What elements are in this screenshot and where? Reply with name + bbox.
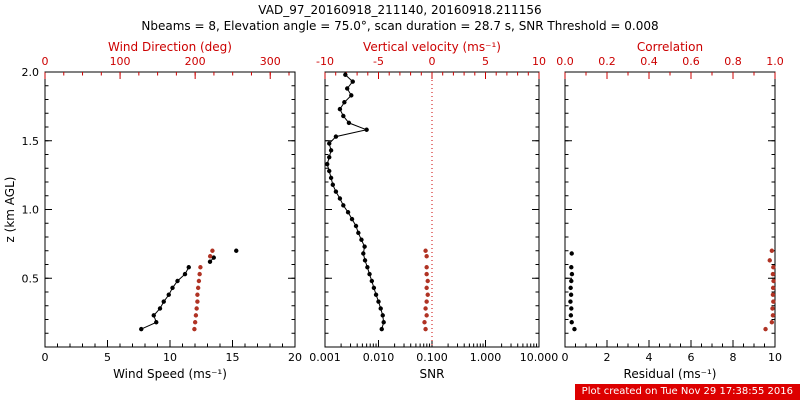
svg-text:0: 0 [42, 351, 49, 364]
svg-text:-10: -10 [316, 55, 334, 68]
svg-text:1.000: 1.000 [470, 351, 502, 364]
svg-text:10: 10 [163, 351, 177, 364]
svg-text:-5: -5 [373, 55, 384, 68]
svg-text:10.000: 10.000 [520, 351, 559, 364]
svg-text:0.010: 0.010 [363, 351, 395, 364]
svg-text:10: 10 [532, 55, 546, 68]
svg-text:0.001: 0.001 [309, 351, 341, 364]
svg-text:Residual (ms⁻¹): Residual (ms⁻¹) [624, 367, 717, 381]
svg-text:Wind Direction (deg): Wind Direction (deg) [108, 40, 232, 54]
svg-text:2.0: 2.0 [22, 66, 40, 79]
svg-text:15: 15 [226, 351, 240, 364]
svg-text:5: 5 [482, 55, 489, 68]
plot-title: VAD_97_20160918_211140, 20160918.211156 [258, 3, 542, 17]
svg-text:0: 0 [42, 55, 49, 68]
svg-text:0: 0 [562, 351, 569, 364]
svg-text:5: 5 [104, 351, 111, 364]
svg-text:0.6: 0.6 [682, 55, 700, 68]
svg-text:1.5: 1.5 [22, 135, 40, 148]
svg-text:6: 6 [688, 351, 695, 364]
svg-text:4: 4 [646, 351, 653, 364]
svg-text:z (km AGL): z (km AGL) [3, 177, 17, 243]
svg-text:100: 100 [110, 55, 131, 68]
svg-text:20: 20 [288, 351, 302, 364]
svg-text:Vertical velocity (ms⁻¹): Vertical velocity (ms⁻¹) [363, 40, 501, 54]
svg-text:200: 200 [185, 55, 206, 68]
svg-text:0.4: 0.4 [640, 55, 658, 68]
svg-text:8: 8 [730, 351, 737, 364]
svg-text:SNR: SNR [420, 367, 445, 381]
svg-text:0.2: 0.2 [598, 55, 616, 68]
svg-text:0.5: 0.5 [22, 272, 40, 285]
svg-text:300: 300 [260, 55, 281, 68]
svg-text:1.0: 1.0 [22, 204, 40, 217]
svg-text:0.100: 0.100 [416, 351, 448, 364]
plot-subtitle: Nbeams = 8, Elevation angle = 75.0°, sca… [141, 19, 659, 33]
creation-timestamp: Plot created on Tue Nov 29 17:38:55 2016 [574, 384, 800, 400]
svg-text:10: 10 [768, 351, 782, 364]
svg-text:2: 2 [604, 351, 611, 364]
svg-text:0: 0 [429, 55, 436, 68]
svg-text:1.0: 1.0 [766, 55, 784, 68]
svg-text:0.8: 0.8 [724, 55, 742, 68]
svg-text:Wind Speed (ms⁻¹): Wind Speed (ms⁻¹) [113, 367, 227, 381]
svg-text:Correlation: Correlation [637, 40, 703, 54]
svg-text:0.0: 0.0 [556, 55, 574, 68]
